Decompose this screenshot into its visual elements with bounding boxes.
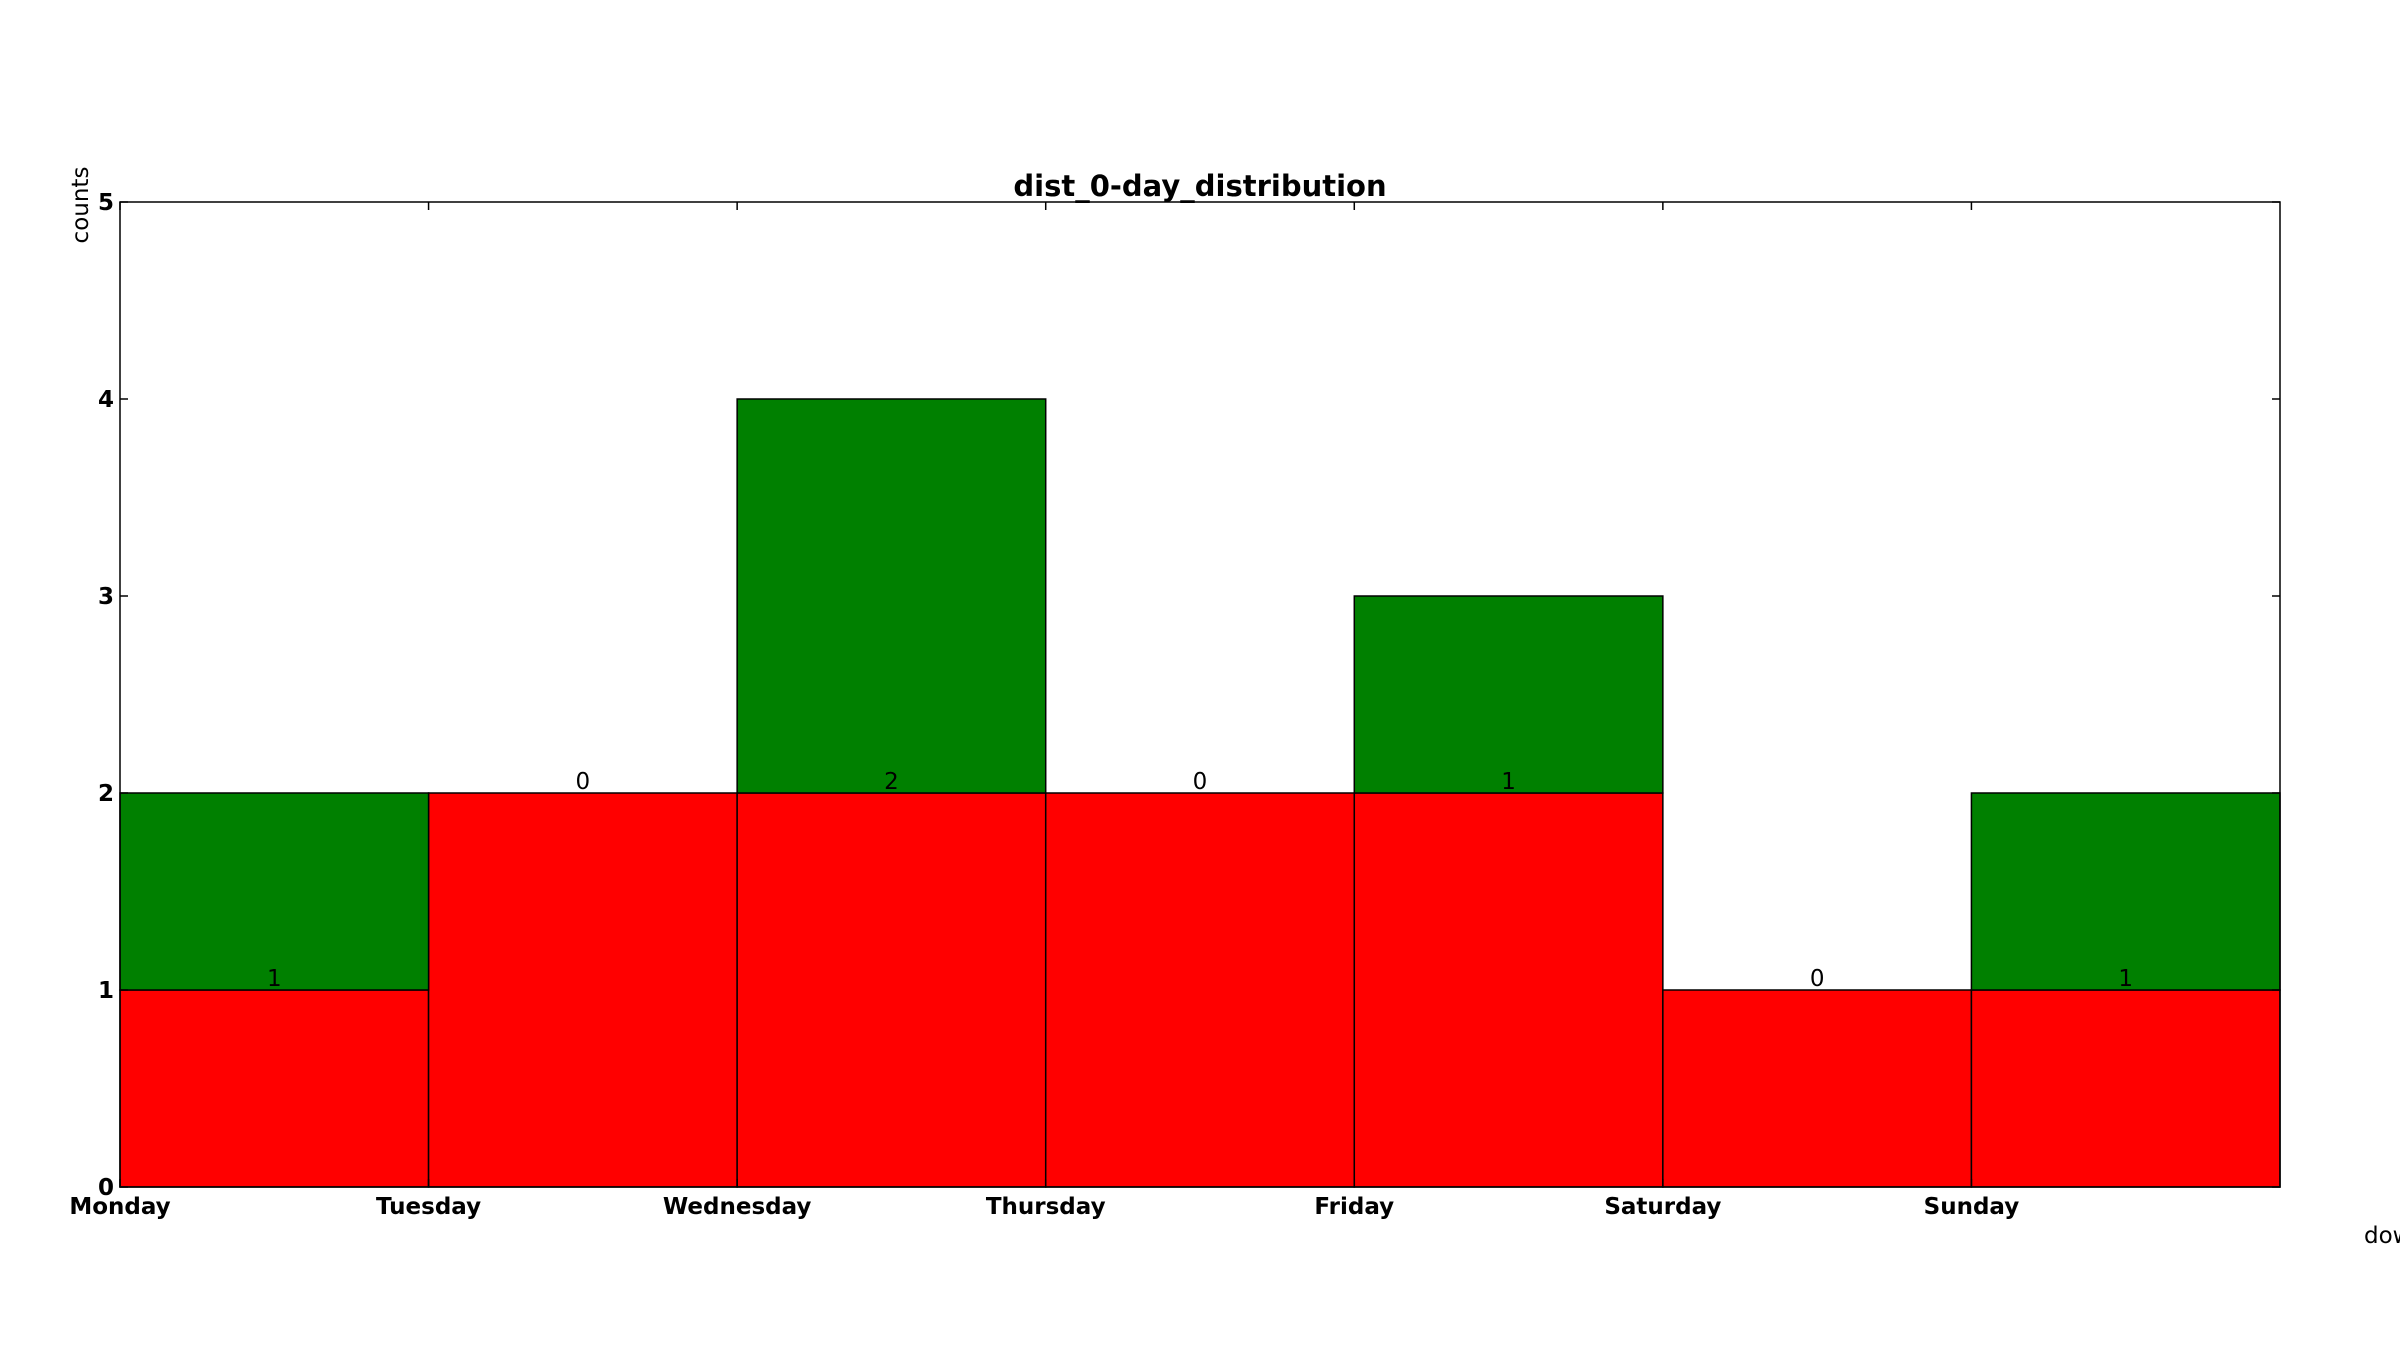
bar-segment-friday-series-2 [1353,595,1664,794]
bar-segment-friday-series-1 [1353,792,1664,1188]
x-axis-label: dow [2364,1223,2400,1249]
data-label-thursday: 0 [1193,769,1208,795]
data-label-monday: 1 [267,966,282,992]
y-tick-label: 4 [98,387,114,413]
data-label-wednesday: 2 [884,769,899,795]
bar-segment-sunday-series-1 [1970,989,2281,1188]
plot-frame [119,201,2281,1188]
bar-segment-thursday-series-1 [1044,792,1356,1188]
x-tick-label-thursday: Thursday [986,1194,1106,1220]
bar-segment-sunday-series-2 [1970,792,2281,991]
x-tick-label-saturday: Saturday [1604,1194,1721,1220]
x-tick-label-friday: Friday [1314,1194,1394,1220]
bar-segment-saturday-series-1 [1662,989,1973,1188]
data-label-friday: 1 [1501,769,1516,795]
y-tick-label: 0 [98,1175,114,1201]
data-label-sunday: 1 [2118,966,2133,992]
chart-title: dist_0-day_distribution [1013,169,1386,203]
bar-segment-monday-series-1 [119,989,430,1188]
y-axis-label: counts [68,167,94,244]
y-tick-label: 2 [98,781,114,807]
x-tick-label-wednesday: Wednesday [663,1194,812,1220]
data-labels-layer: 1 0 2 0 1 0 1 [267,769,2133,992]
bar-segment-monday-series-2 [119,792,430,991]
bar-segment-wednesday-series-2 [736,398,1047,794]
ticks-layer: 0 1 2 3 4 5 Monday Tuesday Wednesday Thursday Frid… [69,190,2280,1220]
bar-segment-wednesday-series-1 [736,792,1047,1188]
x-tick-label-tuesday: Tuesday [376,1194,481,1220]
bar-segment-tuesday-series-1 [427,792,738,1188]
x-tick-label-sunday: Sunday [1924,1194,2020,1220]
bars-layer [119,398,2281,1188]
y-tick-label: 3 [98,584,114,610]
y-tick-label: 1 [98,978,114,1004]
y-tick-label: 5 [98,190,114,216]
data-label-saturday: 0 [1810,966,1825,992]
x-tick-label-monday: Monday [69,1194,170,1220]
data-label-tuesday: 0 [576,769,591,795]
